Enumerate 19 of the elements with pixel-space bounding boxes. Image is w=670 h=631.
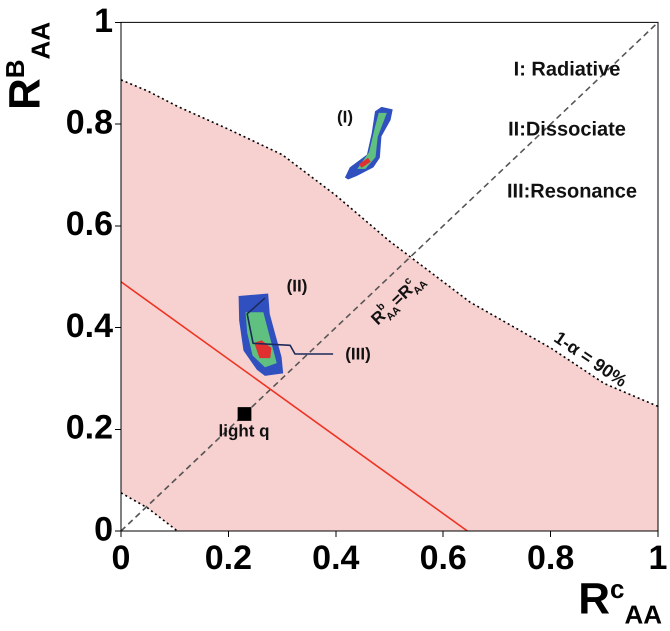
annotation: light q	[218, 422, 270, 441]
annotation: III:Resonance	[506, 180, 638, 203]
y-tick-label: 0.8	[66, 103, 113, 142]
annotation: (III)	[345, 344, 371, 364]
annotation: (II)	[286, 276, 308, 296]
annotation: I: Radiative	[514, 58, 620, 81]
x-tick-label: 0.6	[420, 538, 467, 577]
annotation: II:Dissociate	[508, 118, 626, 141]
x-tick-label: 1	[648, 538, 668, 577]
y-tick-label: 0.2	[66, 408, 113, 447]
annotation: 1-α = 90%	[550, 327, 631, 391]
x-tick-label: 0.2	[204, 538, 252, 577]
y-tick-label: 0.4	[66, 306, 114, 345]
y-tick-label: 0	[94, 510, 113, 548]
annotation: (I)	[336, 108, 354, 127]
x-tick-label: 0.4	[312, 538, 360, 577]
x-tick-label: 0.8	[526, 538, 574, 577]
y-tick-label: 1	[94, 2, 113, 40]
y-tick-label: 0.6	[66, 205, 113, 244]
